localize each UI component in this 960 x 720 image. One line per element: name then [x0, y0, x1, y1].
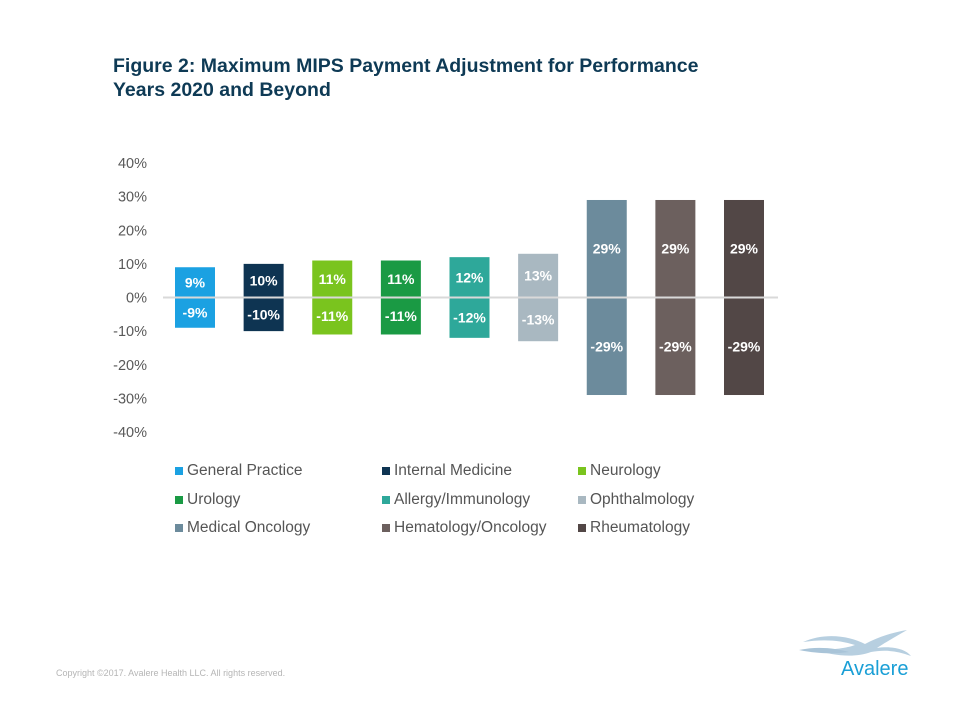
copyright-notice: Copyright ©2017. Avalere Health LLC. All…: [56, 668, 286, 678]
legend-item-rheumatology: Rheumatology: [578, 519, 690, 537]
y-tick-label: 10%: [118, 257, 147, 273]
legend-swatch: [382, 467, 390, 475]
y-tick-label: -20%: [113, 358, 147, 374]
legend-swatch: [578, 524, 586, 532]
y-tick-label: -40%: [113, 425, 147, 441]
data-label-positive: 13%: [524, 268, 553, 284]
data-label-positive: 29%: [661, 241, 690, 257]
legend-label: General Practice: [187, 462, 303, 479]
data-label-positive: 10%: [250, 273, 279, 289]
data-label-positive: 29%: [593, 241, 622, 257]
legend-item-allergy-immunology: Allergy/Immunology: [382, 491, 530, 509]
data-label-positive: 12%: [455, 269, 484, 285]
y-tick-label: 40%: [118, 156, 147, 172]
legend-item-medical-oncology: Medical Oncology: [175, 519, 310, 537]
legend-swatch: [578, 496, 586, 504]
legend-item-internal-medicine: Internal Medicine: [382, 462, 512, 480]
legend-label: Hematology/Oncology: [394, 519, 547, 536]
y-tick-label: 30%: [118, 190, 147, 206]
data-label-negative: -12%: [453, 310, 486, 326]
wave-bird-icon: [799, 630, 911, 656]
legend-label: Medical Oncology: [187, 519, 311, 536]
legend-swatch: [382, 524, 390, 532]
legend-swatch: [175, 524, 183, 532]
legend-swatch: [578, 467, 586, 475]
data-label-positive: 11%: [387, 271, 415, 287]
logo-text: Avalere: [841, 658, 909, 680]
legend-label: Urology: [187, 491, 241, 508]
chart-title-line-2: Years 2020 and Beyond: [113, 79, 331, 101]
legend-label: Ophthalmology: [590, 491, 695, 508]
data-label-negative: -29%: [728, 338, 761, 354]
legend-label: Neurology: [590, 462, 661, 479]
legend-item-neurology: Neurology: [578, 462, 661, 480]
y-tick-label: 0%: [126, 291, 147, 307]
data-label-negative: -11%: [385, 308, 417, 324]
data-label-negative: -13%: [522, 311, 555, 327]
data-label-negative: -29%: [590, 338, 623, 354]
legend-item-urology: Urology: [175, 491, 240, 509]
legend-item-general-practice: General Practice: [175, 462, 302, 480]
bar-chart: 40% 30% 20% 10% 0% -10% -20% -30% -40% 9% -9% 10% -1…: [113, 156, 778, 441]
data-label-positive: 29%: [730, 241, 759, 257]
legend-item-ophthalmology: Ophthalmology: [578, 491, 694, 509]
y-tick-label: 20%: [118, 223, 147, 239]
y-tick-label: -30%: [113, 391, 147, 407]
data-label-positive: 9%: [185, 274, 206, 290]
y-tick-label: -10%: [113, 324, 147, 340]
avalere-logo: Avalere: [795, 628, 925, 684]
data-label-negative: -10%: [247, 306, 280, 322]
legend-label: Rheumatology: [590, 519, 690, 536]
legend-swatch: [175, 496, 183, 504]
data-label-negative: -9%: [183, 305, 208, 321]
chart-title-line-1: Figure 2: Maximum MIPS Payment Adjustmen…: [113, 55, 699, 77]
legend-item-hematology-oncology: Hematology/Oncology: [382, 519, 547, 537]
legend-swatch: [175, 467, 183, 475]
legend-label: Internal Medicine: [394, 462, 513, 479]
chart-title: Figure 2: Maximum MIPS Payment Adjustmen…: [113, 54, 813, 102]
legend-swatch: [382, 496, 390, 504]
data-label-negative: -11%: [316, 308, 348, 324]
data-label-negative: -29%: [659, 338, 692, 354]
data-label-positive: 11%: [319, 271, 347, 287]
legend-label: Allergy/Immunology: [394, 491, 531, 508]
